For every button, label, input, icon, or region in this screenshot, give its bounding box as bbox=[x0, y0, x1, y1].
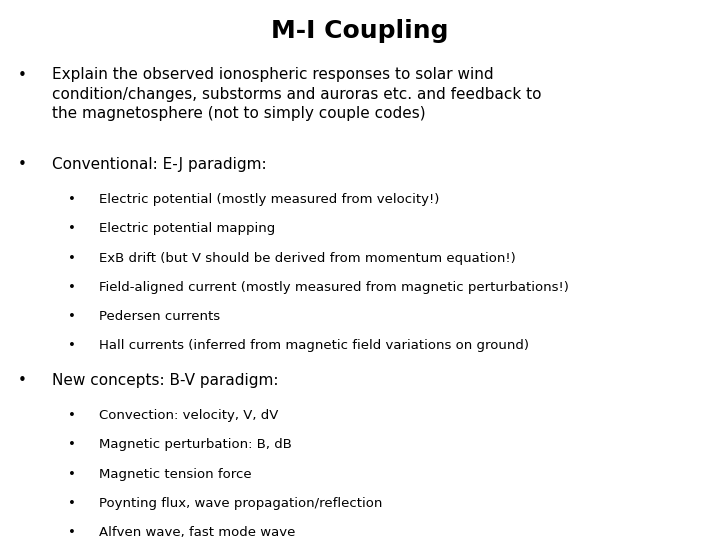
Text: Conventional: E-J paradigm:: Conventional: E-J paradigm: bbox=[52, 157, 266, 172]
Text: Poynting flux, wave propagation/reflection: Poynting flux, wave propagation/reflecti… bbox=[99, 497, 383, 510]
Text: •: • bbox=[68, 281, 76, 294]
Text: Electric potential mapping: Electric potential mapping bbox=[99, 222, 276, 235]
Text: Pedersen currents: Pedersen currents bbox=[99, 310, 220, 323]
Text: •: • bbox=[18, 373, 27, 388]
Text: Convection: velocity, V, dV: Convection: velocity, V, dV bbox=[99, 409, 279, 422]
Text: •: • bbox=[18, 68, 27, 83]
Text: Alfven wave, fast mode wave: Alfven wave, fast mode wave bbox=[99, 526, 296, 539]
Text: •: • bbox=[18, 157, 27, 172]
Text: Field-aligned current (mostly measured from magnetic perturbations!): Field-aligned current (mostly measured f… bbox=[99, 281, 570, 294]
Text: Magnetic tension force: Magnetic tension force bbox=[99, 468, 252, 481]
Text: •: • bbox=[68, 409, 76, 422]
Text: •: • bbox=[68, 497, 76, 510]
Text: •: • bbox=[68, 193, 76, 206]
Text: •: • bbox=[68, 252, 76, 265]
Text: Hall currents (inferred from magnetic field variations on ground): Hall currents (inferred from magnetic fi… bbox=[99, 339, 529, 352]
Text: ExB drift (but V should be derived from momentum equation!): ExB drift (but V should be derived from … bbox=[99, 252, 516, 265]
Text: Electric potential (mostly measured from velocity!): Electric potential (mostly measured from… bbox=[99, 193, 440, 206]
Text: •: • bbox=[68, 310, 76, 323]
Text: •: • bbox=[68, 468, 76, 481]
Text: •: • bbox=[68, 339, 76, 352]
Text: Magnetic perturbation: B, dB: Magnetic perturbation: B, dB bbox=[99, 438, 292, 451]
Text: •: • bbox=[68, 526, 76, 539]
Text: New concepts: B-V paradigm:: New concepts: B-V paradigm: bbox=[52, 373, 279, 388]
Text: Explain the observed ionospheric responses to solar wind
condition/changes, subs: Explain the observed ionospheric respons… bbox=[52, 68, 541, 121]
Text: •: • bbox=[68, 222, 76, 235]
Text: M-I Coupling: M-I Coupling bbox=[271, 19, 449, 43]
Text: •: • bbox=[68, 438, 76, 451]
